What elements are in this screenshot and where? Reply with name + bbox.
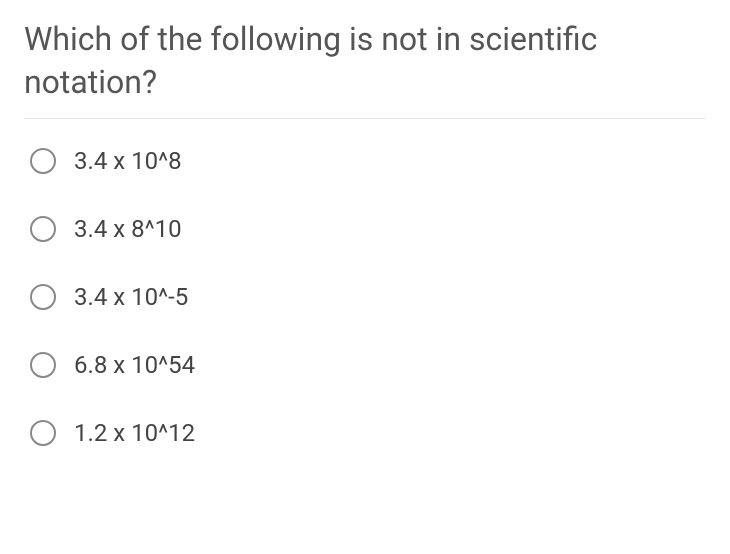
options-list: 3.4 x 10^8 3.4 x 8^10 3.4 x 10^-5 6.8 x … [24, 147, 706, 447]
radio-icon [30, 148, 56, 174]
option-row[interactable]: 1.2 x 10^12 [30, 419, 706, 447]
option-row[interactable]: 6.8 x 10^54 [30, 351, 706, 379]
option-label: 3.4 x 10^8 [74, 147, 182, 175]
radio-icon [30, 420, 56, 446]
radio-icon [30, 216, 56, 242]
question-title: Which of the following is not in scienti… [24, 18, 706, 119]
option-row[interactable]: 3.4 x 10^-5 [30, 283, 706, 311]
option-label: 1.2 x 10^12 [74, 419, 195, 447]
option-row[interactable]: 3.4 x 10^8 [30, 147, 706, 175]
option-label: 6.8 x 10^54 [74, 351, 195, 379]
option-row[interactable]: 3.4 x 8^10 [30, 215, 706, 243]
radio-icon [30, 284, 56, 310]
radio-icon [30, 352, 56, 378]
option-label: 3.4 x 8^10 [74, 215, 182, 243]
option-label: 3.4 x 10^-5 [74, 283, 188, 311]
